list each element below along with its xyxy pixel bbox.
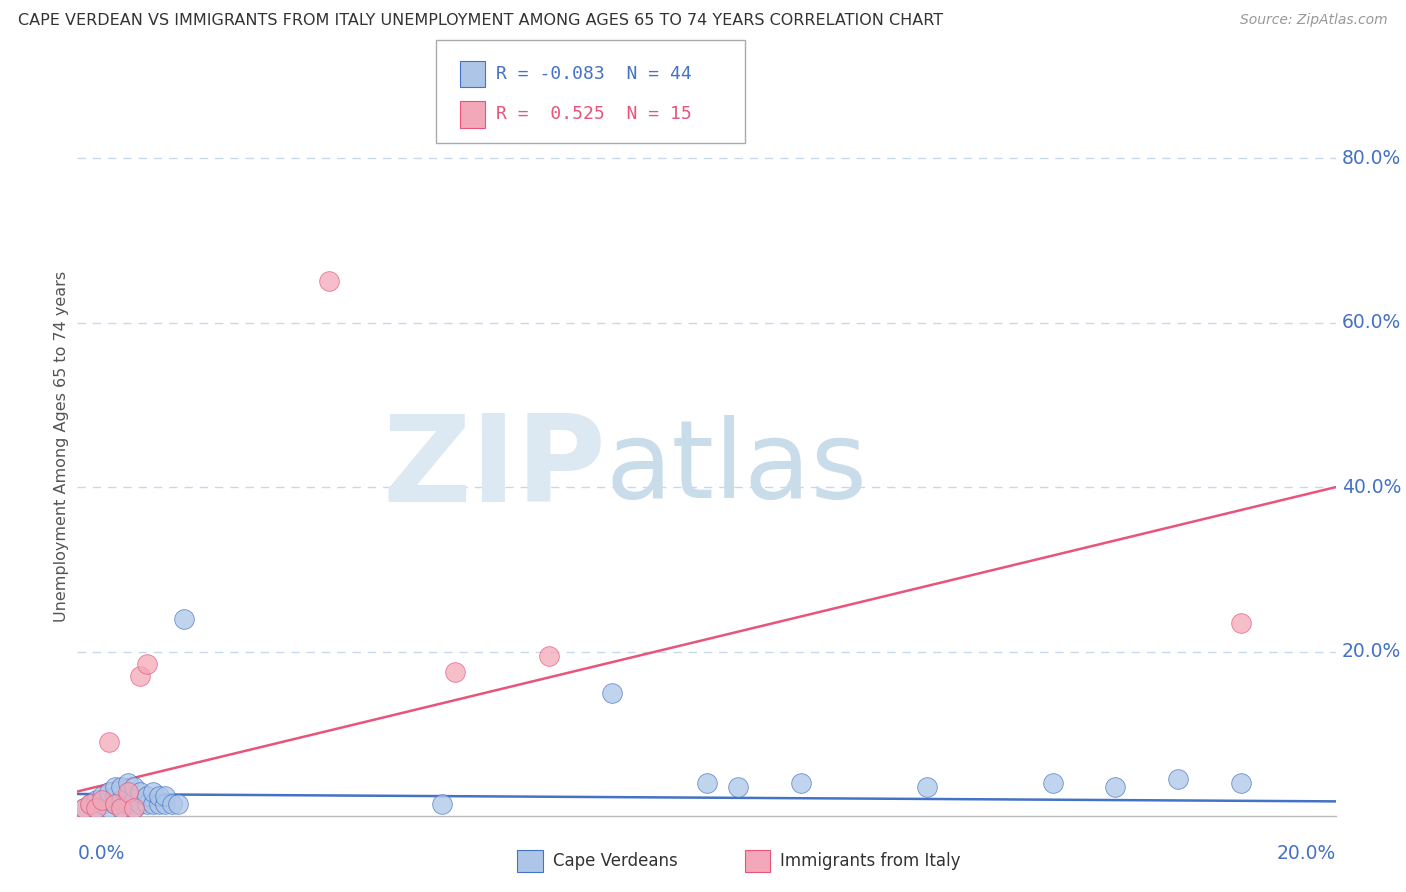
Point [727, 780, 749, 795]
Point [142, 784, 165, 798]
Point [444, 665, 467, 680]
Point [84, 793, 107, 807]
Point [104, 780, 127, 795]
Point [110, 793, 132, 807]
Point [790, 776, 813, 790]
Point [135, 657, 157, 671]
Point [97, 784, 120, 798]
Point [110, 801, 132, 815]
Point [117, 776, 139, 790]
Point [155, 789, 177, 803]
Point [97, 801, 120, 815]
Point [318, 275, 340, 289]
Point [122, 780, 145, 795]
Point [91, 793, 114, 807]
Text: 40.0%: 40.0% [1341, 477, 1402, 497]
Point [97, 793, 120, 807]
Point [148, 797, 170, 811]
Point [104, 797, 127, 811]
Text: ZIP: ZIP [382, 409, 606, 526]
Point [110, 801, 132, 815]
Point [696, 776, 718, 790]
Point [173, 612, 195, 626]
Point [129, 797, 152, 811]
Text: atlas: atlas [606, 415, 868, 521]
Text: CAPE VERDEAN VS IMMIGRANTS FROM ITALY UNEMPLOYMENT AMONG AGES 65 TO 74 YEARS COR: CAPE VERDEAN VS IMMIGRANTS FROM ITALY UN… [18, 13, 943, 29]
Point [915, 780, 938, 795]
Point [1104, 780, 1126, 795]
Text: Immigrants from Italy: Immigrants from Italy [780, 852, 960, 871]
Point [79, 797, 101, 811]
Text: 0.0%: 0.0% [77, 845, 125, 863]
Point [104, 789, 127, 803]
Point [110, 780, 132, 795]
Point [135, 797, 157, 811]
Point [84, 801, 107, 815]
Point [122, 793, 145, 807]
Point [600, 686, 623, 700]
Text: 20.0%: 20.0% [1277, 845, 1336, 863]
Text: R =  0.525  N = 15: R = 0.525 N = 15 [496, 105, 692, 123]
Point [122, 801, 145, 815]
Text: 20.0%: 20.0% [1341, 642, 1402, 661]
Point [91, 797, 114, 811]
Point [1167, 772, 1189, 787]
Point [432, 797, 454, 811]
Point [135, 789, 157, 803]
Point [117, 789, 139, 803]
Text: 80.0%: 80.0% [1341, 149, 1402, 168]
Point [142, 797, 165, 811]
Point [155, 797, 177, 811]
Point [84, 801, 107, 815]
Point [97, 735, 120, 749]
Point [72, 801, 94, 815]
Point [1042, 776, 1064, 790]
Point [167, 797, 190, 811]
Point [122, 801, 145, 815]
Y-axis label: Unemployment Among Ages 65 to 74 years: Unemployment Among Ages 65 to 74 years [53, 270, 69, 622]
Text: Source: ZipAtlas.com: Source: ZipAtlas.com [1240, 13, 1388, 28]
Point [117, 784, 139, 798]
Point [129, 669, 152, 683]
Point [104, 797, 127, 811]
Text: R = -0.083  N = 44: R = -0.083 N = 44 [496, 65, 692, 83]
Point [129, 784, 152, 798]
Text: 60.0%: 60.0% [1341, 313, 1402, 332]
Point [91, 789, 114, 803]
Point [1230, 615, 1253, 630]
Point [117, 797, 139, 811]
Point [72, 801, 94, 815]
Point [148, 789, 170, 803]
Point [538, 648, 561, 663]
Text: Cape Verdeans: Cape Verdeans [553, 852, 678, 871]
Point [160, 797, 183, 811]
Point [1230, 776, 1253, 790]
Point [79, 797, 101, 811]
